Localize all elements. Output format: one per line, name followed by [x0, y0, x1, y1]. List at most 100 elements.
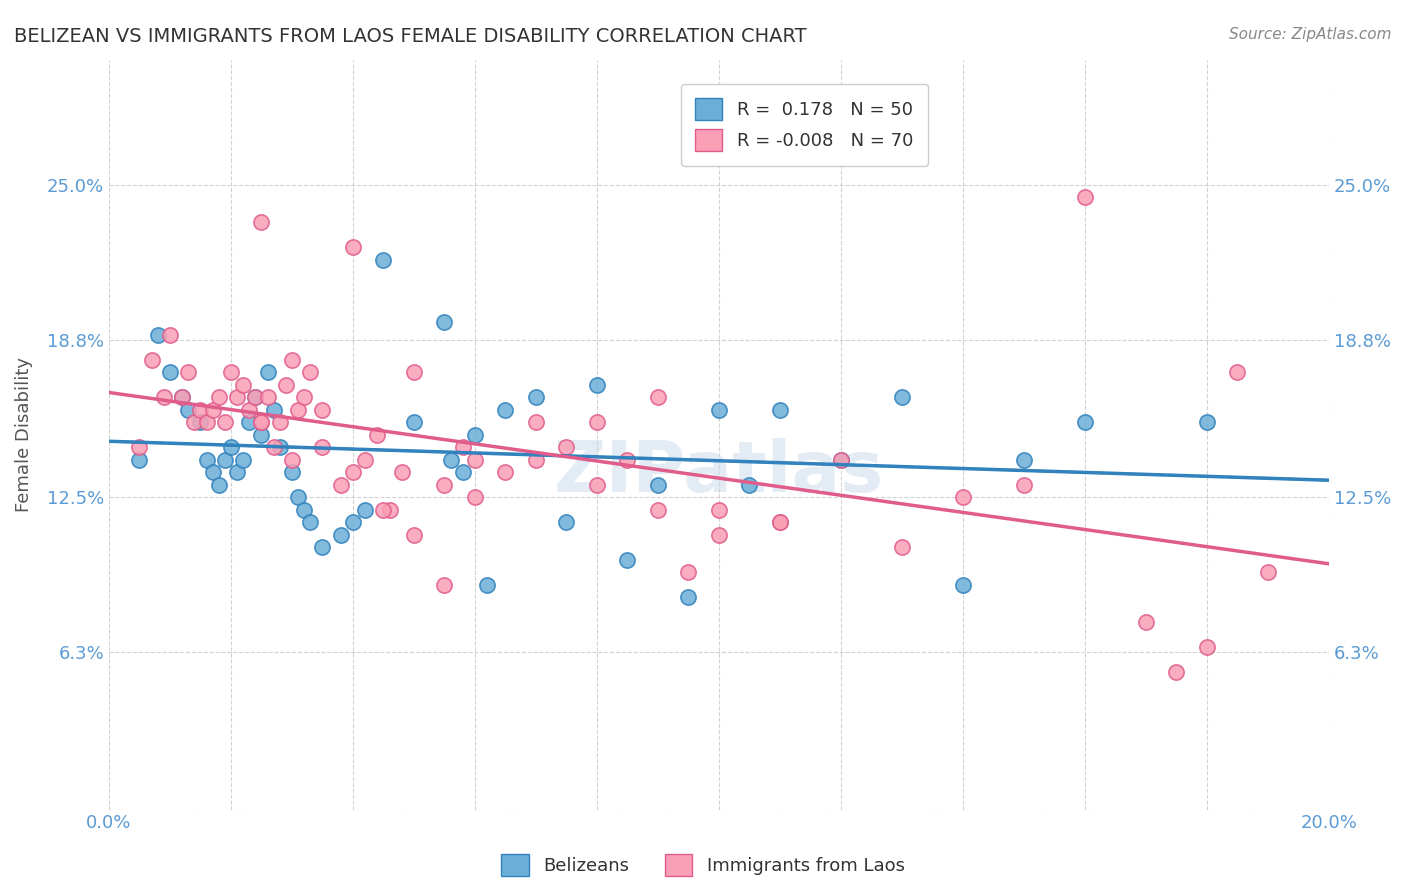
Point	[311, 540, 333, 554]
Point	[292, 390, 315, 404]
Point	[555, 515, 578, 529]
Point	[183, 415, 205, 429]
Point	[1195, 640, 1218, 654]
Point	[1226, 365, 1249, 379]
Point	[256, 365, 278, 379]
Point	[354, 452, 377, 467]
Point	[769, 402, 792, 417]
Point	[707, 502, 730, 516]
Point	[195, 415, 218, 429]
Point	[256, 390, 278, 404]
Point	[238, 402, 260, 417]
Point	[292, 502, 315, 516]
Point	[172, 390, 194, 404]
Point	[269, 415, 291, 429]
Point	[1074, 415, 1097, 429]
Point	[402, 365, 425, 379]
Point	[311, 402, 333, 417]
Point	[281, 452, 304, 467]
Point	[311, 440, 333, 454]
Point	[647, 477, 669, 491]
Point	[1135, 615, 1157, 629]
Legend: R =  0.178   N = 50, R = -0.008   N = 70: R = 0.178 N = 50, R = -0.008 N = 70	[681, 84, 928, 166]
Point	[153, 390, 176, 404]
Text: ZIPatlas: ZIPatlas	[554, 438, 884, 507]
Point	[281, 465, 304, 479]
Point	[366, 427, 388, 442]
Point	[769, 515, 792, 529]
Point	[177, 365, 200, 379]
Point	[342, 515, 364, 529]
Point	[433, 477, 456, 491]
Point	[201, 465, 224, 479]
Point	[245, 390, 267, 404]
Point	[952, 490, 974, 504]
Point	[214, 415, 236, 429]
Point	[1012, 452, 1035, 467]
Point	[616, 452, 638, 467]
Point	[495, 402, 517, 417]
Point	[232, 377, 254, 392]
Point	[378, 502, 401, 516]
Point	[287, 402, 309, 417]
Point	[250, 415, 273, 429]
Point	[707, 527, 730, 541]
Point	[433, 577, 456, 591]
Point	[354, 502, 377, 516]
Text: Source: ZipAtlas.com: Source: ZipAtlas.com	[1229, 27, 1392, 42]
Point	[769, 515, 792, 529]
Point	[647, 502, 669, 516]
Point	[890, 390, 912, 404]
Point	[190, 415, 212, 429]
Point	[439, 452, 461, 467]
Point	[172, 390, 194, 404]
Y-axis label: Female Disability: Female Disability	[15, 357, 32, 512]
Point	[464, 452, 486, 467]
Point	[830, 452, 852, 467]
Point	[1257, 565, 1279, 579]
Point	[464, 427, 486, 442]
Point	[226, 465, 249, 479]
Point	[274, 377, 297, 392]
Point	[391, 465, 413, 479]
Point	[219, 440, 242, 454]
Point	[451, 465, 474, 479]
Point	[226, 390, 249, 404]
Point	[1012, 477, 1035, 491]
Point	[299, 515, 322, 529]
Point	[647, 390, 669, 404]
Point	[678, 590, 700, 604]
Point	[433, 315, 456, 329]
Point	[586, 415, 609, 429]
Point	[1195, 415, 1218, 429]
Legend: Belizeans, Immigrants from Laos: Belizeans, Immigrants from Laos	[494, 847, 912, 883]
Point	[299, 365, 322, 379]
Point	[263, 440, 285, 454]
Text: BELIZEAN VS IMMIGRANTS FROM LAOS FEMALE DISABILITY CORRELATION CHART: BELIZEAN VS IMMIGRANTS FROM LAOS FEMALE …	[14, 27, 807, 45]
Point	[245, 390, 267, 404]
Point	[141, 352, 163, 367]
Point	[830, 452, 852, 467]
Point	[475, 577, 498, 591]
Point	[190, 402, 212, 417]
Point	[524, 452, 547, 467]
Point	[128, 440, 150, 454]
Point	[201, 402, 224, 417]
Point	[146, 327, 169, 342]
Point	[586, 377, 609, 392]
Point	[159, 327, 181, 342]
Point	[250, 427, 273, 442]
Point	[329, 477, 352, 491]
Point	[890, 540, 912, 554]
Point	[586, 477, 609, 491]
Point	[707, 402, 730, 417]
Point	[373, 502, 395, 516]
Point	[208, 477, 231, 491]
Point	[342, 465, 364, 479]
Point	[402, 527, 425, 541]
Point	[281, 352, 304, 367]
Point	[524, 415, 547, 429]
Point	[329, 527, 352, 541]
Point	[738, 477, 761, 491]
Point	[263, 402, 285, 417]
